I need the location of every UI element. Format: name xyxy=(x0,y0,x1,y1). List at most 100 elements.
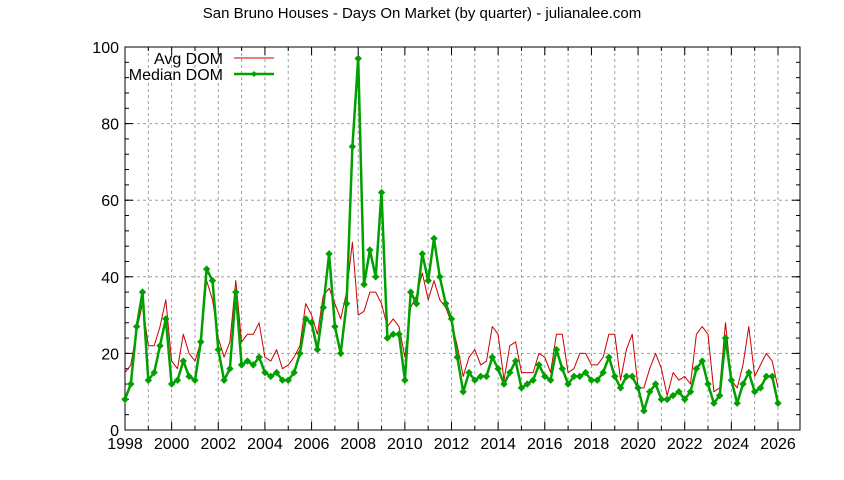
data-point-marker xyxy=(739,380,747,388)
data-point-marker xyxy=(698,357,706,365)
x-tick-label: 2012 xyxy=(434,436,470,453)
data-point-marker xyxy=(628,372,636,381)
data-point-marker xyxy=(255,353,263,361)
y-tick-label: 40 xyxy=(101,270,119,287)
data-point-marker xyxy=(313,345,322,354)
legend-marker xyxy=(251,71,257,77)
data-point-marker xyxy=(284,376,292,384)
data-point-marker xyxy=(220,376,228,384)
y-tick-label: 60 xyxy=(101,193,119,210)
data-point-marker xyxy=(202,265,211,273)
data-point-marker xyxy=(371,273,380,281)
data-point-marker xyxy=(342,299,351,308)
data-point-marker xyxy=(406,288,415,296)
data-point-marker xyxy=(150,368,158,377)
data-point-marker xyxy=(267,372,275,381)
data-point-marker xyxy=(681,395,689,404)
data-point-marker xyxy=(121,395,129,404)
data-point-marker xyxy=(418,250,427,258)
data-point-marker xyxy=(436,273,444,281)
data-point-marker xyxy=(500,380,508,388)
y-tick-label: 20 xyxy=(101,346,119,363)
data-point-marker xyxy=(290,368,298,377)
data-point-marker xyxy=(529,376,537,384)
data-point-marker xyxy=(296,349,304,358)
data-point-marker xyxy=(272,368,281,377)
x-tick-label: 2000 xyxy=(154,436,190,453)
data-point-marker xyxy=(185,372,193,381)
x-tick-label: 2010 xyxy=(387,436,423,453)
data-point-marker xyxy=(360,280,368,289)
data-point-marker xyxy=(348,142,357,151)
data-point-marker xyxy=(325,250,333,258)
x-axis-tick-labels: 1998 2000 2002 2004 2006 2008 2010 2012 2014 2016… xyxy=(107,436,796,453)
data-point-marker xyxy=(581,368,590,377)
data-point-marker xyxy=(721,334,730,342)
x-tick-label: 2004 xyxy=(247,436,283,453)
data-point-marker xyxy=(482,372,491,381)
data-point-marker xyxy=(214,345,222,354)
data-point-marker xyxy=(156,342,164,350)
data-point-marker xyxy=(768,372,776,381)
data-point-marker xyxy=(412,299,421,308)
data-point-marker xyxy=(167,380,176,388)
data-point-marker xyxy=(535,361,543,369)
data-point-marker xyxy=(208,276,217,285)
y-tick-label: 100 xyxy=(92,40,119,57)
data-point-marker xyxy=(232,288,240,296)
data-point-marker xyxy=(401,376,409,384)
x-tick-label: 2024 xyxy=(714,436,750,453)
data-point-marker xyxy=(249,361,257,369)
data-point-marker xyxy=(261,368,269,377)
data-point-marker xyxy=(541,372,549,381)
x-tick-label: 2008 xyxy=(340,436,376,453)
data-point-marker xyxy=(173,376,182,384)
data-point-marker xyxy=(511,357,520,365)
data-point-marker xyxy=(646,387,654,396)
x-tick-label: 1998 xyxy=(107,436,143,453)
y-axis-tick-labels: 0 20 40 60 80 100 xyxy=(92,40,119,440)
data-point-marker xyxy=(710,399,718,407)
data-point-marker xyxy=(558,365,566,373)
data-point-marker xyxy=(453,353,462,361)
x-tick-label: 2022 xyxy=(667,436,703,453)
data-point-marker xyxy=(634,384,642,392)
y-tick-label: 80 xyxy=(101,117,119,134)
data-point-marker xyxy=(471,376,479,384)
data-point-marker xyxy=(366,246,374,254)
data-point-marker xyxy=(663,395,671,404)
data-point-marker xyxy=(459,387,467,396)
data-point-marker xyxy=(745,368,753,377)
data-series xyxy=(121,54,782,415)
x-tick-label: 2002 xyxy=(200,436,236,453)
data-point-marker xyxy=(465,368,473,377)
data-point-marker xyxy=(237,361,246,369)
plot-border xyxy=(124,46,801,431)
x-tick-label: 2026 xyxy=(760,436,796,453)
data-point-marker xyxy=(686,387,695,396)
data-point-marker xyxy=(383,334,392,342)
data-point-marker xyxy=(424,276,432,285)
x-tick-label: 2006 xyxy=(294,436,330,453)
x-tick-label: 2018 xyxy=(574,436,610,453)
y-tick-label: 0 xyxy=(110,423,119,440)
data-point-marker xyxy=(377,188,386,197)
data-point-marker xyxy=(488,353,497,361)
data-point-marker xyxy=(599,368,607,377)
x-tick-label: 2020 xyxy=(620,436,656,453)
data-point-marker xyxy=(523,380,532,388)
data-point-marker xyxy=(191,376,199,384)
data-point-marker xyxy=(704,380,712,388)
data-point-marker xyxy=(138,288,147,296)
data-point-marker xyxy=(750,387,759,396)
data-point-marker xyxy=(243,357,252,365)
data-point-marker xyxy=(605,353,613,361)
data-point-marker xyxy=(715,391,724,400)
legend-label: Avg DOM xyxy=(154,51,223,68)
data-point-marker xyxy=(616,384,625,392)
data-point-marker xyxy=(354,54,362,63)
data-point-marker xyxy=(669,391,677,400)
legend-label: Median DOM xyxy=(129,67,223,84)
